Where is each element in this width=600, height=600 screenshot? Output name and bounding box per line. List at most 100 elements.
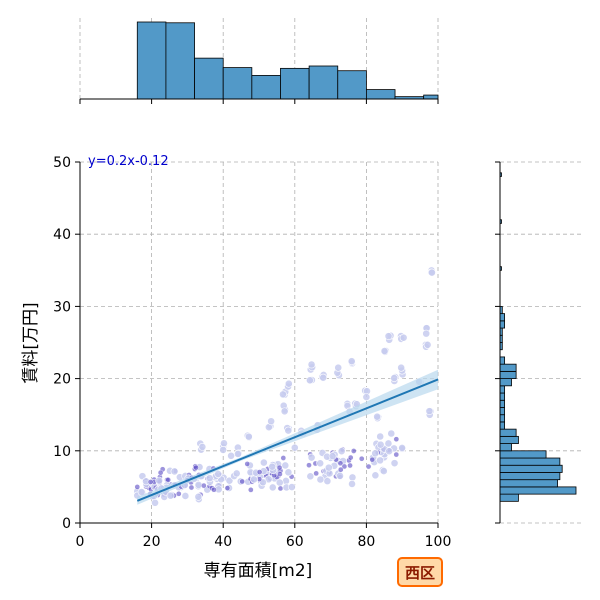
- y-hist-bar: [499, 493, 519, 502]
- data-point: [337, 466, 344, 473]
- data-point: [287, 483, 296, 491]
- data-point: [337, 460, 344, 467]
- data-point: [147, 479, 154, 485]
- data-point: [151, 498, 159, 507]
- data-point: [362, 393, 371, 401]
- x-hist-bar: [308, 65, 339, 100]
- y-tick-label: 20: [53, 372, 71, 388]
- data-point: [307, 453, 316, 462]
- data-point: [157, 469, 164, 476]
- data-point: [328, 452, 337, 461]
- data-point: [284, 426, 293, 435]
- data-point: [193, 464, 199, 471]
- y-hist-bar: [499, 363, 517, 372]
- y-hist-bar: [499, 378, 512, 387]
- y-hist-bar: [499, 399, 506, 408]
- x-histogram: [79, 18, 439, 104]
- data-point: [279, 390, 287, 399]
- data-point: [170, 467, 179, 476]
- data-point: [267, 417, 276, 426]
- data-point: [307, 360, 316, 369]
- data-point: [256, 469, 263, 475]
- x-hist-bar: [337, 70, 367, 100]
- data-point: [224, 485, 231, 491]
- y-hist-bar: [499, 313, 506, 322]
- data-point: [428, 268, 436, 277]
- data-point: [280, 407, 289, 416]
- x-tick-label: 60: [286, 534, 304, 550]
- y-axis-title: 賃料[万円]: [21, 302, 41, 383]
- data-point: [376, 432, 385, 441]
- region-badge: 西区: [397, 557, 443, 587]
- data-point: [376, 440, 385, 449]
- region-badge-label: 西区: [405, 564, 435, 582]
- data-point: [316, 475, 325, 484]
- data-point: [211, 486, 217, 493]
- x-hist-bar: [423, 94, 439, 100]
- data-point: [250, 475, 258, 484]
- data-point: [422, 329, 431, 338]
- data-point: [268, 462, 277, 471]
- data-point: [337, 447, 346, 456]
- data-point: [379, 467, 388, 475]
- data-point: [380, 347, 389, 355]
- data-point: [376, 456, 385, 465]
- data-point: [390, 459, 399, 468]
- data-point: [348, 479, 356, 488]
- y-hist-bar: [499, 486, 577, 495]
- data-point: [384, 439, 393, 448]
- data-point: [350, 448, 357, 454]
- data-point: [277, 471, 283, 477]
- data-point: [194, 480, 203, 489]
- data-point: [373, 412, 382, 421]
- data-point: [347, 462, 353, 469]
- data-point: [336, 471, 344, 480]
- data-point: [276, 464, 283, 471]
- data-point: [259, 458, 268, 467]
- data-point: [319, 373, 328, 382]
- data-point: [387, 429, 396, 438]
- x-hist-bar: [251, 75, 281, 100]
- data-point: [306, 472, 315, 481]
- x-tick-label: 40: [214, 534, 232, 550]
- data-point: [268, 483, 277, 492]
- y-hist-bar: [499, 443, 512, 452]
- data-point: [399, 333, 408, 342]
- data-point: [220, 439, 228, 448]
- data-point: [385, 447, 394, 456]
- x-hist-bar: [194, 57, 224, 100]
- data-point: [281, 461, 290, 470]
- x-tick-label: 100: [425, 534, 452, 550]
- data-point: [341, 463, 348, 470]
- data-point: [423, 340, 432, 349]
- data-point: [166, 491, 175, 500]
- data-point: [175, 490, 182, 497]
- x-hist-bar: [222, 67, 253, 100]
- y-hist-bar: [499, 472, 561, 481]
- data-point: [398, 444, 407, 452]
- x-axis-title: 専有面積[m2]: [204, 561, 313, 581]
- data-point: [198, 443, 207, 451]
- data-point: [194, 492, 203, 501]
- y-hist-bar: [499, 464, 563, 473]
- data-point: [425, 407, 434, 416]
- data-point: [284, 379, 293, 388]
- data-point: [244, 432, 253, 441]
- data-point: [358, 455, 365, 462]
- regression: [136, 369, 439, 505]
- data-point: [324, 463, 333, 472]
- data-point: [165, 477, 172, 483]
- y-hist-bar: [499, 421, 506, 430]
- data-point: [397, 363, 406, 372]
- data-point: [365, 463, 372, 470]
- data-point: [393, 451, 400, 458]
- data-point: [280, 455, 287, 461]
- y-hist-bar: [499, 407, 506, 416]
- y-hist-bar: [499, 370, 517, 380]
- y-hist-bar: [499, 428, 517, 437]
- scatter-points: [133, 266, 436, 507]
- x-tick-label: 80: [357, 534, 375, 550]
- data-point: [200, 482, 207, 489]
- main-axes: 0 20 40 60 80 100 0 10 20 30 40 50: [53, 155, 451, 550]
